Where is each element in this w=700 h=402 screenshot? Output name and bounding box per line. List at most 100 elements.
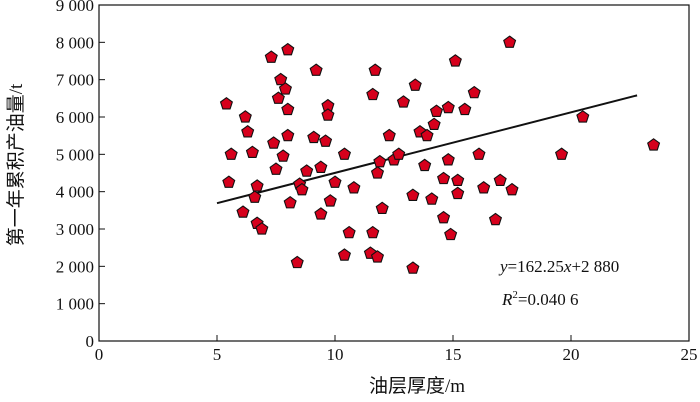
data-point [429, 104, 444, 117]
x-tick-label: 25 [681, 345, 698, 364]
y-axis-title: 第一年累积产油量/t [5, 83, 27, 246]
data-point [408, 78, 422, 91]
data-point [250, 179, 264, 192]
data-point [477, 181, 491, 194]
data-point [427, 117, 441, 131]
data-point [647, 138, 661, 151]
data-point [418, 158, 432, 172]
data-point [373, 154, 387, 168]
data-point [267, 136, 281, 149]
y-tick-label: 7 000 [56, 71, 94, 90]
data-point [278, 82, 292, 95]
data-point [337, 248, 351, 261]
x-tick-label: 5 [213, 345, 222, 364]
y-tick-label: 2 000 [56, 257, 94, 276]
data-point [488, 212, 503, 226]
data-point [375, 201, 389, 215]
r-squared-label: R2=0.040 6 [501, 289, 578, 309]
data-point [323, 194, 337, 207]
data-point [382, 128, 396, 142]
data-point [441, 100, 455, 114]
data-point [448, 54, 462, 67]
data-point [224, 147, 238, 160]
y-tick-label: 8 000 [56, 33, 94, 52]
data-point [505, 182, 519, 196]
y-tick-label: 1 000 [56, 295, 94, 314]
data-point [321, 108, 335, 121]
data-point [314, 207, 328, 220]
data-point [406, 261, 420, 274]
data-point [290, 255, 304, 269]
data-point [555, 147, 569, 160]
data-point [467, 85, 481, 99]
data-point [472, 147, 486, 160]
data-point [370, 166, 385, 179]
data-point [314, 160, 328, 173]
data-point [392, 147, 406, 160]
x-tick-label: 15 [445, 345, 462, 364]
data-point [347, 181, 361, 194]
data-point [274, 72, 288, 86]
data-point [222, 175, 236, 188]
data-point [281, 42, 295, 56]
y-tick-label: 3 000 [56, 220, 94, 239]
data-point [238, 110, 252, 123]
data-point [241, 125, 255, 138]
x-axis-ticks: 0 5 10 15 20 25 [95, 335, 698, 364]
plot-border [98, 4, 690, 342]
y-axis-ticks: 0 1 000 2 000 3 000 4 000 5 000 6 000 7 000 8 00… [56, 0, 105, 351]
x-tick-label: 0 [95, 345, 104, 364]
data-point [368, 63, 382, 76]
data-point [493, 173, 507, 187]
trendline [216, 94, 638, 205]
x-axis-title: 油层厚度/m [369, 375, 465, 397]
data-point [307, 130, 321, 144]
data-point [503, 35, 517, 48]
data-point [283, 195, 297, 209]
data-point [437, 210, 451, 224]
y-tick-label: 0 [86, 332, 95, 351]
y-tick-label: 6 000 [56, 108, 94, 127]
data-point [425, 192, 439, 205]
plot-frame [98, 4, 690, 342]
data-points [219, 35, 661, 274]
data-point [295, 182, 309, 196]
data-point [276, 149, 290, 162]
data-point [451, 186, 465, 200]
data-point [444, 227, 458, 241]
data-point [451, 173, 465, 187]
data-point [370, 250, 385, 263]
data-point [309, 63, 323, 76]
data-point [245, 145, 259, 159]
data-point [337, 147, 351, 160]
data-point [366, 225, 380, 239]
data-point [406, 188, 420, 201]
data-point [255, 222, 269, 235]
x-tick-label: 10 [327, 345, 344, 364]
data-point [236, 205, 250, 218]
data-point [576, 110, 590, 123]
data-point [264, 50, 278, 63]
y-tick-label: 9 000 [56, 0, 94, 15]
data-point [396, 95, 410, 108]
data-point [328, 175, 342, 188]
data-point [366, 87, 380, 101]
data-point [420, 128, 434, 142]
data-point [342, 225, 356, 239]
data-point [281, 102, 295, 116]
data-point [248, 190, 262, 203]
data-point [319, 134, 333, 147]
data-point [441, 153, 455, 166]
data-point [219, 97, 233, 110]
x-tick-label: 20 [563, 345, 580, 364]
data-point [437, 171, 451, 185]
data-point [281, 128, 295, 142]
trendline-group [216, 94, 638, 205]
data-point [269, 162, 283, 175]
regression-equation: y=162.25x+2 880 [498, 257, 619, 276]
y-tick-label: 4 000 [56, 183, 94, 202]
y-tick-label: 5 000 [56, 145, 94, 164]
data-point [300, 164, 314, 177]
data-point [271, 91, 285, 104]
